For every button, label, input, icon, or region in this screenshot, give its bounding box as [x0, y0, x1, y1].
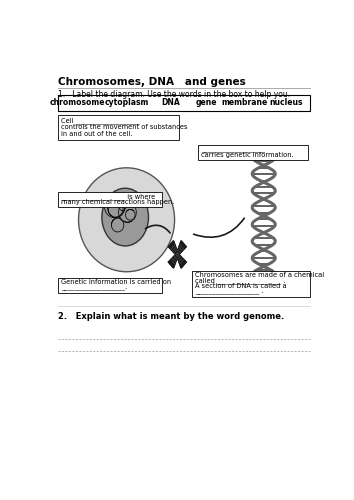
Text: Cell ___________________: Cell ___________________ [61, 117, 139, 123]
Text: controls the movement of substances: controls the movement of substances [61, 124, 187, 130]
Polygon shape [169, 241, 186, 268]
FancyBboxPatch shape [198, 146, 308, 160]
Text: membrane: membrane [221, 98, 268, 107]
FancyBboxPatch shape [58, 94, 310, 111]
Text: carries genetic information.: carries genetic information. [201, 152, 293, 158]
Polygon shape [169, 241, 186, 268]
FancyBboxPatch shape [58, 278, 162, 293]
Text: ___________________: ___________________ [201, 146, 265, 152]
Text: chromosome: chromosome [50, 98, 105, 107]
Polygon shape [169, 241, 186, 268]
Ellipse shape [102, 188, 149, 246]
Text: called ___________________ .: called ___________________ . [195, 277, 286, 284]
Text: Genetic information is carried on: Genetic information is carried on [61, 280, 171, 285]
Text: Chromosomes are made of a chemical: Chromosomes are made of a chemical [195, 272, 324, 278]
Text: gene: gene [195, 98, 217, 107]
Text: 1.   Label the diagram. Use the words in the box to help you.: 1. Label the diagram. Use the words in t… [58, 90, 290, 99]
Text: ___________________.: ___________________. [61, 285, 127, 291]
FancyBboxPatch shape [58, 116, 179, 140]
FancyBboxPatch shape [193, 270, 310, 297]
Text: nucleus: nucleus [269, 98, 302, 107]
Text: in and out of the cell.: in and out of the cell. [61, 131, 132, 137]
Text: many chemical reactions happen.: many chemical reactions happen. [61, 200, 174, 205]
Ellipse shape [79, 168, 175, 272]
Text: 2.   Explain what is meant by the word genome.: 2. Explain what is meant by the word gen… [58, 312, 284, 321]
Text: ___________________ .: ___________________ . [195, 289, 263, 295]
Text: Chromosomes, DNA   and genes: Chromosomes, DNA and genes [58, 78, 246, 88]
FancyBboxPatch shape [58, 192, 162, 207]
Text: cytoplasm: cytoplasm [104, 98, 149, 107]
Text: DNA: DNA [161, 98, 180, 107]
Text: ___________________ is where: ___________________ is where [61, 193, 155, 200]
Polygon shape [169, 241, 186, 268]
Text: A section of DNA is called a: A section of DNA is called a [195, 284, 287, 290]
